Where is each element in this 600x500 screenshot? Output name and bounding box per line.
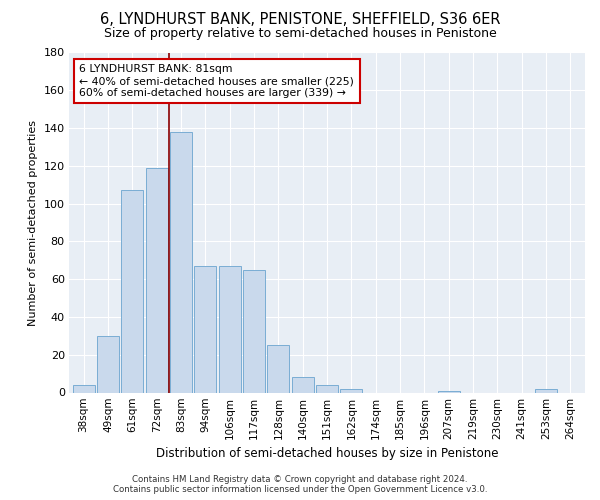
Bar xyxy=(97,336,119,392)
Y-axis label: Number of semi-detached properties: Number of semi-detached properties xyxy=(28,120,38,326)
Bar xyxy=(340,388,362,392)
Bar xyxy=(438,390,460,392)
Bar xyxy=(243,270,265,392)
Bar xyxy=(73,385,95,392)
Bar xyxy=(121,190,143,392)
Text: Contains HM Land Registry data © Crown copyright and database right 2024.
Contai: Contains HM Land Registry data © Crown c… xyxy=(113,474,487,494)
Bar xyxy=(292,378,314,392)
Bar xyxy=(170,132,192,392)
Text: Size of property relative to semi-detached houses in Penistone: Size of property relative to semi-detach… xyxy=(104,28,496,40)
Text: 6, LYNDHURST BANK, PENISTONE, SHEFFIELD, S36 6ER: 6, LYNDHURST BANK, PENISTONE, SHEFFIELD,… xyxy=(100,12,500,28)
Bar xyxy=(316,385,338,392)
Text: 6 LYNDHURST BANK: 81sqm
← 40% of semi-detached houses are smaller (225)
60% of s: 6 LYNDHURST BANK: 81sqm ← 40% of semi-de… xyxy=(79,64,354,98)
Bar xyxy=(268,346,289,393)
Bar xyxy=(146,168,167,392)
Bar xyxy=(194,266,216,392)
X-axis label: Distribution of semi-detached houses by size in Penistone: Distribution of semi-detached houses by … xyxy=(156,447,498,460)
Bar xyxy=(535,388,557,392)
Bar xyxy=(218,266,241,392)
